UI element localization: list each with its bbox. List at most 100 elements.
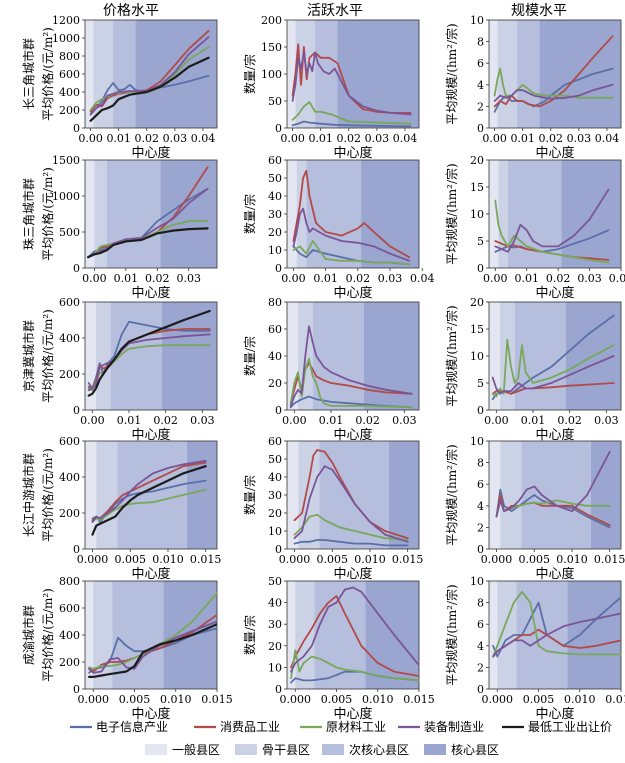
y-tick-label: 8 [477,457,484,470]
zone-band [186,441,217,549]
series-line [89,36,210,116]
x-tick-label: 0.04 [609,272,625,285]
legend-zone-swatch [322,744,344,755]
x-tick-label: 0.02 [539,132,564,145]
x-axis-label: 中心度 [131,427,170,443]
y-tick-label: 2 [477,521,484,534]
row-label: 成渝城市群 [21,605,36,665]
x-tick-label: 0.02 [557,414,582,427]
row-label: 珠三角城市群 [21,178,36,250]
panel-1-1: 0 10 20 30 40 50 60 0.00 0.01 0.02 0.03 0.04 中心度 数量/宗 [242,154,434,301]
y-axis-label: 平均规模/(hm²/宗) [444,444,459,545]
row-label: 长三角城市群 [21,38,36,110]
zone-band [539,20,621,128]
x-tick-label: 0.02 [337,132,362,145]
zone-band [93,20,114,128]
series-line [290,649,419,682]
panel-0-2: 0 2 4 6 8 10 0.00 0.01 0.02 0.03 0.04 中心度 平均规模/(hm²/… [444,14,622,161]
legend-zone-label: 骨干县区 [262,743,310,757]
x-tick-label: 0.010 [152,553,184,566]
y-tick-label: 0 [73,404,80,417]
y-tick-label: 0 [477,543,484,556]
x-axis-label: 中心度 [131,566,170,582]
x-axis-label: 中心度 [535,427,574,443]
x-tick-label: 0.000 [280,693,312,706]
y-tick-label: 1000 [52,32,80,45]
zone-band [295,581,315,689]
y-tick-label: 50 [268,575,282,588]
x-tick-label: 0.005 [519,553,551,566]
zone-band [489,302,500,410]
series-line [88,592,217,670]
series-group [293,449,409,547]
zone-band [135,20,217,128]
zone-band [162,302,217,410]
x-tick-label: 0.03 [365,132,390,145]
series-group [491,314,615,401]
y-tick-label: 4 [477,79,484,92]
series-line [291,101,412,125]
y-tick-label: 400 [59,629,80,642]
x-tick-label: 0.00 [82,272,107,285]
zone-band [517,20,540,128]
series-group [91,459,207,536]
x-tick-label: 0.03 [163,132,188,145]
x-tick-label: 0.000 [77,553,109,566]
x-tick-label: 0.00 [482,132,507,145]
legend-label: 消费品工业 [220,720,280,734]
x-axis-label: 中心度 [535,145,574,161]
zone-band [507,160,562,268]
x-tick-label: 0.01 [319,414,344,427]
y-tick-label: 20 [268,377,282,390]
y-tick-label: 40 [268,350,282,363]
y-tick-label: 20 [268,507,282,520]
zone-band [85,581,94,689]
y-tick-label: 0 [275,122,282,135]
x-axis-label: 中心度 [131,285,170,301]
y-tick-label: 20 [470,296,484,309]
x-tick-label: 0.015 [605,693,625,706]
x-tick-label: 0.00 [80,414,105,427]
series-group [494,188,610,264]
x-tick-label: 0.01 [521,414,546,427]
y-tick-label: 800 [59,575,80,588]
x-tick-label: 0.01 [114,272,139,285]
plot-frame [488,580,622,690]
series-line [492,612,621,658]
y-tick-label: 10 [268,525,282,538]
panel-0-1: 0 50 100 150 200 0.00 0.01 0.02 0.03 0.04 中心度 数量/宗 [242,14,420,161]
x-tick-label: 0.02 [346,272,371,285]
legend-zone-swatch [145,744,167,755]
zone-band [287,441,299,549]
panel-2-2: 0 5 10 15 20 0.00 0.01 0.02 0.03 中心度 平均规模/(hm²/宗) [444,296,622,443]
series-line [292,207,411,262]
zone-band [112,581,164,689]
x-tick-label: 0.03 [594,414,619,427]
panel-1-2: 0 5 10 15 20 0.00 0.01 0.02 0.03 0.04 中心度 平均规模/(hm²… [444,154,625,301]
panel-4-1: 0 10 20 30 40 50 0.000 0.005 0.010 0.015 中心度 数量/宗 [242,575,435,722]
y-tick-label: 50 [268,172,282,185]
series-line [89,56,210,122]
y-tick-label: 50 [268,453,282,466]
series-line [291,51,412,116]
zone-band [388,441,419,549]
zone-band [521,441,591,549]
y-tick-label: 0 [73,543,80,556]
y-axis-label: 平均价格/(元/m²) [40,27,55,121]
x-tick-label: 0.015 [190,553,222,566]
series-line [492,590,621,658]
zone-band [296,160,307,268]
panel-2-1: 0 20 40 60 80 0.00 0.01 0.02 0.03 中心度 数量/宗 [242,296,420,443]
x-axis-label: 中心度 [535,566,574,582]
y-tick-label: 600 [59,435,80,448]
y-tick-label: 30 [268,208,282,221]
series-line [292,169,411,259]
y-tick-label: 0 [477,683,484,696]
legend-zone-label: 一般县区 [172,742,220,757]
x-tick-label: 0.01 [117,414,142,427]
y-axis-label: 平均价格/(元/m²) [40,448,55,542]
x-tick-label: 0.00 [280,132,305,145]
y-tick-label: 0 [275,404,282,417]
